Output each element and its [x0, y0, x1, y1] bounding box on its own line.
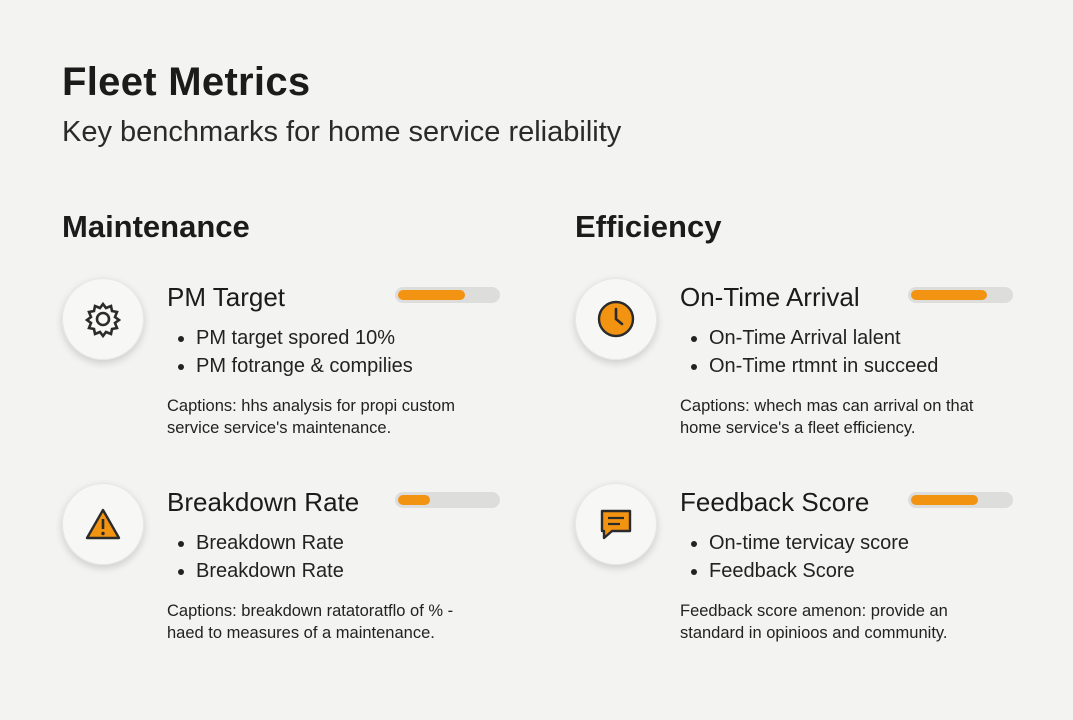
- progress-fill: [911, 290, 988, 300]
- icon-glyph: [597, 300, 635, 338]
- icon-glyph: [600, 509, 632, 540]
- metric-icon: [575, 483, 657, 565]
- metric-card: On-Time Arrival On-Time Arrival lalentOn-…: [575, 278, 1025, 458]
- bullet-item: PM fotrange & compilies: [196, 352, 413, 380]
- card-title: Feedback Score: [680, 487, 870, 517]
- caption-line: Feedback score amenon: provide an: [680, 602, 948, 620]
- caption-line: service service's maintenance.: [167, 419, 392, 437]
- metric-card: Breakdown RateBreakdown RateBreakdown Ra…: [62, 483, 512, 663]
- progress-track: [395, 287, 500, 303]
- bullet-list: On-time tervicay scoreFeedback Score: [689, 529, 909, 585]
- bullet-list: On-Time Arrival lalentOn-Time rtmnt in s…: [689, 324, 938, 380]
- card-title: Breakdown Rate: [167, 487, 360, 517]
- icon-glyph: [84, 301, 122, 339]
- bullet-item: On-Time Arrival lalent: [709, 324, 938, 352]
- caption: Feedback score amenon: provide an standar…: [680, 600, 948, 644]
- progress-fill: [398, 290, 466, 300]
- caption-line: Captions: breakdown ratatoratflo of % -: [167, 602, 454, 620]
- metric-icon: [575, 278, 657, 360]
- card-title: On-Time Arrival: [680, 282, 860, 312]
- caption: Captions: whech mas can arrival on that h…: [680, 395, 973, 439]
- page-title: Fleet Metrics: [62, 60, 311, 104]
- progress-track: [908, 492, 1013, 508]
- metric-icon: [62, 278, 144, 360]
- section-title: Efficiency: [575, 209, 722, 244]
- bullet-item: Feedback Score: [709, 557, 909, 585]
- progress-fill: [398, 495, 430, 505]
- bullet-item: Breakdown Rate: [196, 529, 344, 557]
- caption-line: standard in opinioos and community.: [680, 624, 948, 642]
- bullet-list: Breakdown RateBreakdown Rate: [176, 529, 344, 585]
- caption-line: Captions: whech mas can arrival on that: [680, 397, 974, 415]
- bullet-item: PM target spored 10%: [196, 324, 413, 352]
- progress-fill: [911, 495, 979, 505]
- progress-track: [395, 492, 500, 508]
- caption-line: home service's a fleet efficiency.: [680, 419, 916, 437]
- metric-icon: [62, 483, 144, 565]
- bullet-list: PM target spored 10%PM fotrange & compil…: [176, 324, 413, 380]
- section-title: Maintenance: [62, 209, 250, 244]
- caption-line: Captions: hhs analysis for propi custom: [167, 397, 455, 415]
- caption: Captions: hhs analysis for propi custom s…: [167, 395, 455, 439]
- page-subtitle: Key benchmarks for home service reliabil…: [62, 116, 622, 148]
- icon-glyph: [85, 508, 121, 540]
- card-title: PM Target: [167, 282, 286, 312]
- bullet-item: On-Time rtmnt in succeed: [709, 352, 938, 380]
- progress-track: [908, 287, 1013, 303]
- bullet-item: Breakdown Rate: [196, 557, 344, 585]
- bullet-item: On-time tervicay score: [709, 529, 909, 557]
- caption-line: haed to measures of a maintenance.: [167, 624, 435, 642]
- caption: Captions: breakdown ratatoratflo of % - h…: [167, 600, 453, 644]
- metric-card: PM Target PM target spored 10%PM fotrange…: [62, 278, 512, 458]
- metric-card: Feedback ScoreOn-time tervicay scoreFeed…: [575, 483, 1025, 663]
